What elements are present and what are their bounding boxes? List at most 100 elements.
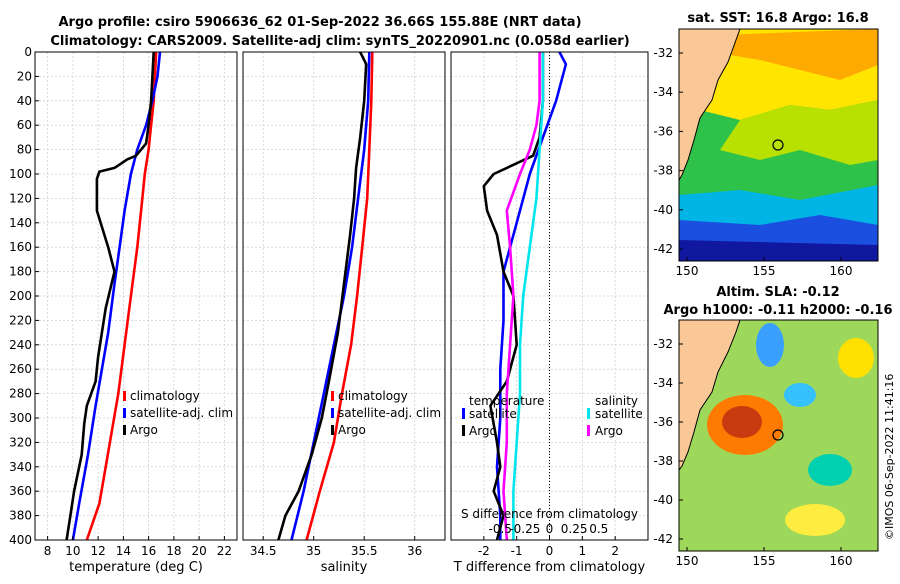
temperature-legend-label: Argo [469, 424, 497, 438]
sla-lon-tick-label: 150 [676, 554, 699, 568]
depth-tick-label: 240 [9, 338, 32, 352]
salinity-series-argo [277, 52, 368, 540]
temperature-xtick-label: 10 [65, 544, 80, 558]
difference-xtick-label: 1 [579, 544, 587, 558]
salinity-xtick-label: 35.5 [351, 544, 378, 558]
temperature-xtick-label: 18 [166, 544, 181, 558]
depth-tick-label: 260 [9, 362, 32, 376]
difference-panel: -2 -1 0 1 2 T difference from climatology temp… [450, 51, 649, 575]
temperature-legend-swatch [123, 391, 126, 401]
depth-tick-label: 0 [24, 45, 32, 59]
sst-lon-tick-label: 150 [676, 264, 699, 278]
salinity-difference-tick-label: 0 [546, 522, 554, 536]
sla-low-anomaly-south [808, 454, 852, 486]
depth-tick-label: 220 [9, 313, 32, 327]
temperature-legend-label: satellite [469, 407, 517, 421]
salinity-legend-label: satellite [595, 407, 643, 421]
salinity-difference-tick-label: 0.5 [589, 522, 608, 536]
sst-lat-tick-label: -36 [653, 124, 673, 138]
sla-lat-tick-label: -40 [653, 493, 673, 507]
salinity-legend-swatch [331, 391, 334, 401]
depth-tick-label: 360 [9, 484, 32, 498]
salinity-legend-label: satellite-adj. clim [338, 406, 441, 420]
sla-low-anomaly-center [784, 383, 816, 407]
salinity-xtick-label: 35 [306, 544, 321, 558]
sla-lat-tick-label: -42 [653, 532, 673, 546]
sst-transition-region [720, 100, 878, 165]
salinity-difference-axis-label: S difference from climatology [461, 507, 638, 521]
sst-land-australia [679, 29, 741, 181]
salinity-legend-swatch [587, 425, 590, 436]
depth-tick-label: 300 [9, 411, 32, 425]
depth-tick-label: 80 [17, 143, 32, 157]
depth-tick-label: 120 [9, 191, 32, 205]
salinity-series-group [277, 52, 374, 540]
depth-tick-label: 60 [17, 118, 32, 132]
temperature-xtick-label: 20 [191, 544, 206, 558]
sla-map [679, 320, 878, 551]
salinity-legend-swatch [587, 408, 590, 419]
sla-peak-anomaly [722, 406, 762, 438]
salinity-xtick-label: 36 [407, 544, 422, 558]
temperature-legend-swatch [123, 425, 126, 435]
difference-series-salinity-argo [502, 52, 541, 540]
salinity-series-climatology [305, 52, 374, 540]
sst-warmest-water-region [720, 29, 878, 80]
temperature-xtick-label: 8 [44, 544, 52, 558]
depth-tick-label: 140 [9, 216, 32, 230]
salinity-legend-swatch [331, 425, 334, 435]
figure-title-line1: Argo profile: csiro 5906636_62 01-Sep-20… [58, 15, 581, 30]
difference-xtick-label: 2 [611, 544, 619, 558]
copyright-timestamp: ©IMOS 06-Sep-2022 11:41:16 [883, 374, 896, 540]
depth-tick-label: 40 [17, 94, 32, 108]
salinity-difference-tick-label: -0.5 [489, 522, 512, 536]
salinity-legend-label: Argo [595, 424, 623, 438]
sla-lon-tick-label: 155 [753, 554, 776, 568]
salinity-legend-swatch [331, 408, 334, 418]
salinity-panel: 34.5 35 35.5 36 salinity climatology satellite… [242, 51, 446, 575]
sst-map-frame [678, 28, 879, 262]
sst-lat-tick-label: -32 [653, 46, 673, 60]
depth-tick-label: 320 [9, 435, 32, 449]
depth-tick-label: 280 [9, 387, 32, 401]
sst-lon-tick-label: 155 [753, 264, 776, 278]
salinity-legend-label: Argo [338, 423, 366, 437]
temperature-legend-label: Argo [130, 423, 158, 437]
sla-low-anomaly-north [756, 323, 784, 367]
depth-tick-label: 400 [9, 533, 32, 547]
temperature-series-group [65, 52, 162, 540]
sla-high-anomaly-south [785, 504, 845, 536]
sla-argo-location-marker [772, 429, 784, 441]
temperature-xlabel: temperature (deg C) [69, 560, 203, 575]
temperature-series-argo [65, 52, 155, 540]
sst-argo-location-marker [772, 139, 784, 151]
difference-series-temperature-argo [482, 52, 545, 540]
depth-tick-label: 160 [9, 240, 32, 254]
figure-title-line2: Climatology: CARS2009. Satellite-adj cli… [50, 34, 629, 49]
temperature-series-climatology [85, 52, 158, 540]
salinity-frame [242, 51, 446, 541]
sst-lon-tick-label: 160 [830, 264, 853, 278]
sst-lat-tick-label: -34 [653, 85, 673, 99]
depth-tick-label: 180 [9, 265, 32, 279]
sla-lat-tick-label: -32 [653, 337, 673, 351]
salinity-legend-label: climatology [338, 389, 408, 403]
temperature-legend-swatch [462, 408, 465, 419]
temperature-legend-swatch [123, 408, 126, 418]
difference-series-group [482, 52, 568, 540]
depth-tick-label: 380 [9, 509, 32, 523]
depth-tick-label: 200 [9, 289, 32, 303]
temperature-xtick-label: 14 [116, 544, 131, 558]
sst-lat-tick-label: -38 [653, 164, 673, 178]
temperature-xtick-label: 16 [141, 544, 156, 558]
sla-high-anomaly-east [838, 338, 874, 378]
salinity-difference-tick-label: 0.25 [561, 522, 588, 536]
difference-xtick-label: 0 [546, 544, 554, 558]
depth-tick-label: 100 [9, 167, 32, 181]
difference-xtick-label: -2 [478, 544, 490, 558]
sla-lat-tick-label: -36 [653, 415, 673, 429]
difference-series-salinity-satellite [512, 52, 545, 540]
salinity-xtick-label: 34.5 [250, 544, 277, 558]
sla-map-title2: Argo h1000: -0.11 h2000: -0.16 [663, 303, 892, 318]
